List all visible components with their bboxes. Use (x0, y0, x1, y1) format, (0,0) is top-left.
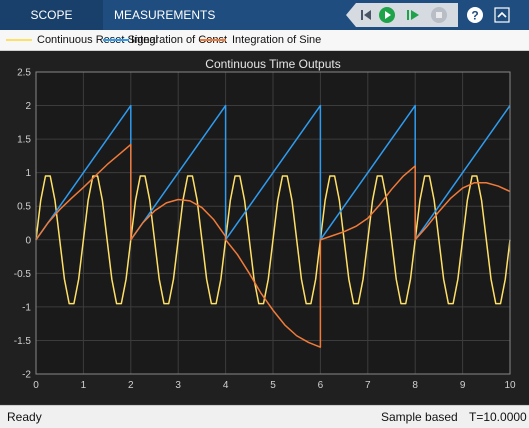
step-back-icon (361, 10, 371, 20)
x-tick-label: 9 (460, 380, 466, 391)
scope-chart[interactable]: 0 1 2 3 4 5 6 7 8 9 10 -2 -1.5 -1 -0.5 0 0.5 1 1.5 2 2.5 Con… (0, 51, 529, 404)
tick-labels: 0 1 2 3 4 5 6 7 8 9 10 -2 -1.5 -1 -0.5 0 0.5 1 1.5 2 2.5 (14, 68, 516, 392)
x-tick-label: 6 (318, 380, 324, 391)
x-tick-label: 10 (504, 380, 516, 391)
help-button[interactable]: ? (465, 5, 485, 25)
scope-display: 0 1 2 3 4 5 6 7 8 9 10 -2 -1.5 -1 -0.5 0 0.5 1 1.5 2 2.5 Con… (0, 51, 529, 404)
x-tick-label: 4 (223, 380, 229, 391)
y-tick-label: -2 (22, 370, 31, 381)
legend-item-reset-signal[interactable]: Continuous Reset Signal (37, 34, 159, 46)
status-sample-mode: Sample based (381, 410, 458, 424)
y-tick-label: 0 (25, 235, 31, 246)
y-tick-label: -0.5 (14, 269, 32, 280)
x-tick-label: 8 (412, 380, 418, 391)
y-tick-label: 1.5 (17, 135, 31, 146)
x-tick-label: 0 (33, 380, 39, 391)
x-tick-label: 5 (270, 380, 276, 391)
svg-text:?: ? (471, 9, 478, 23)
legend-swatch-reset-signal (6, 39, 32, 41)
step-forward-icon (407, 10, 419, 20)
y-tick-label: -1 (22, 302, 31, 313)
tab-scope[interactable]: SCOPE (0, 0, 103, 30)
x-tick-label: 1 (81, 380, 87, 391)
legend-item-sine[interactable]: Integration of Sine (232, 34, 322, 46)
status-bar: Ready Sample based T=10.0000 (0, 405, 529, 428)
legend-swatch-sine (200, 39, 226, 41)
chevron-up-icon (494, 7, 510, 23)
x-tick-label: 2 (128, 380, 134, 391)
series-line-continuous-reset-signal (35, 175, 511, 305)
status-sim-time: T=10.0000 (469, 410, 527, 424)
axes-frame (35, 71, 511, 375)
legend: Continuous Reset Signal Integration of C… (0, 30, 529, 51)
tab-measurements[interactable]: MEASUREMENTS (114, 8, 216, 22)
legend-item-const[interactable]: Integration of Const (131, 34, 228, 46)
run-button[interactable] (377, 5, 397, 25)
step-forward-button[interactable] (403, 5, 423, 25)
series-lines (35, 104, 511, 348)
chart-title: Continuous Time Outputs (205, 57, 340, 71)
series-line-integration-of-sine (35, 143, 511, 348)
x-tick-label: 7 (365, 380, 371, 391)
status-ready: Ready (7, 410, 42, 424)
y-tick-label: -1.5 (14, 336, 32, 347)
run-icon (379, 7, 395, 23)
y-tick-label: 2.5 (17, 68, 31, 79)
y-tick-label: 1 (25, 168, 31, 179)
stop-icon (431, 7, 447, 23)
step-back-button[interactable] (356, 5, 376, 25)
toolstrip: SCOPE MEASUREMENTS ? (0, 0, 529, 30)
stop-button[interactable] (429, 5, 449, 25)
x-tick-label: 3 (175, 380, 181, 391)
expand-toolstrip-button[interactable] (492, 5, 512, 25)
help-icon: ? (467, 7, 483, 23)
y-tick-label: 2 (25, 101, 31, 112)
legend-swatch-const (103, 39, 129, 41)
y-tick-label: 0.5 (17, 202, 31, 213)
